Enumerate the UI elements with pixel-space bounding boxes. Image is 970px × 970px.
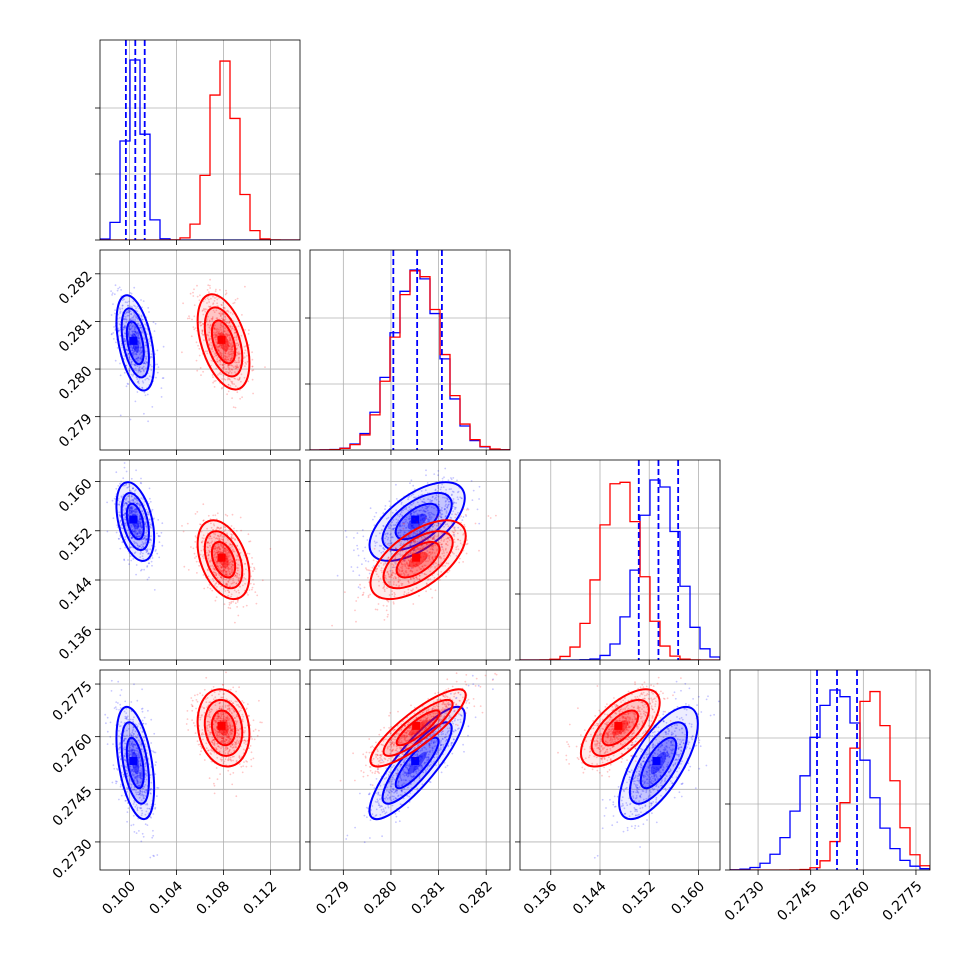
peak-bin-red xyxy=(217,335,226,344)
peak-bin-blue xyxy=(129,336,138,345)
scatter-panel xyxy=(95,249,301,455)
peak-bin-red xyxy=(412,553,421,562)
panel-frame xyxy=(519,669,721,871)
x-tick-label: 0.282 xyxy=(456,878,496,918)
scatter-panel xyxy=(95,669,301,875)
y-tick-label: 0.282 xyxy=(56,268,96,308)
y-tick-label: 0.281 xyxy=(56,316,96,356)
histogram-panel xyxy=(305,249,511,455)
peak-bin-blue xyxy=(411,756,420,765)
y-tick-label: 0.144 xyxy=(56,574,96,614)
histogram-red xyxy=(310,270,510,450)
x-tick-label: 0.104 xyxy=(146,878,186,918)
peak-bin-red xyxy=(412,721,421,730)
x-tick-label: 0.144 xyxy=(570,878,610,918)
histogram-panel xyxy=(515,459,721,665)
histogram-blue xyxy=(730,689,930,870)
peak-bin-blue xyxy=(411,515,420,524)
y-tick-label: 0.2775 xyxy=(50,678,96,724)
x-tick-label: 0.2730 xyxy=(722,878,768,924)
x-tick-label: 0.100 xyxy=(99,878,139,918)
scatter-panel xyxy=(95,459,301,665)
y-tick-label: 0.279 xyxy=(56,411,96,451)
panel-frame xyxy=(99,249,301,451)
histogram-panel xyxy=(95,39,301,245)
histogram-red xyxy=(100,60,300,240)
y-tick-label: 0.280 xyxy=(56,363,96,403)
peak-bin-red xyxy=(614,721,623,730)
peak-bin-red xyxy=(217,721,226,730)
x-tick-label: 0.108 xyxy=(194,878,234,918)
x-tick-label: 0.2745 xyxy=(774,878,820,924)
y-tick-label: 0.152 xyxy=(56,525,96,565)
y-tick-label: 0.2730 xyxy=(50,836,96,882)
peak-bin-blue xyxy=(129,756,138,765)
y-tick-label: 0.2745 xyxy=(50,784,96,830)
x-tick-label: 0.160 xyxy=(668,878,708,918)
histogram-blue xyxy=(310,269,510,450)
panel-frame xyxy=(519,459,721,661)
y-tick-label: 0.136 xyxy=(56,624,96,664)
x-tick-label: 0.152 xyxy=(619,878,659,918)
x-tick-label: 0.2775 xyxy=(880,878,926,924)
peak-bin-blue xyxy=(129,515,138,524)
x-tick-label: 0.280 xyxy=(361,878,401,918)
histogram-red xyxy=(730,690,930,870)
scatter-panel xyxy=(305,459,511,665)
panel-frame xyxy=(309,249,511,451)
x-tick-label: 0.281 xyxy=(409,878,449,918)
x-tick-label: 0.279 xyxy=(313,878,353,918)
panel-frame xyxy=(309,459,511,661)
panel-frame xyxy=(99,669,301,871)
panel-frame xyxy=(309,669,511,871)
x-tick-label: 0.112 xyxy=(241,878,281,918)
peak-bin-blue xyxy=(652,756,661,765)
panel-frame xyxy=(99,39,301,241)
panel-frame xyxy=(729,669,931,871)
panel-frame xyxy=(99,459,301,661)
x-tick-label: 0.2760 xyxy=(827,878,873,924)
x-tick-label: 0.136 xyxy=(521,878,561,918)
peak-bin-red xyxy=(217,553,226,562)
scatter-panel xyxy=(515,669,721,875)
y-tick-label: 0.160 xyxy=(56,476,96,516)
y-tick-label: 0.2760 xyxy=(50,731,96,777)
histogram-red xyxy=(520,481,720,660)
histogram-panel xyxy=(725,669,931,875)
scatter-panel xyxy=(305,669,511,875)
histogram-blue xyxy=(520,479,720,660)
